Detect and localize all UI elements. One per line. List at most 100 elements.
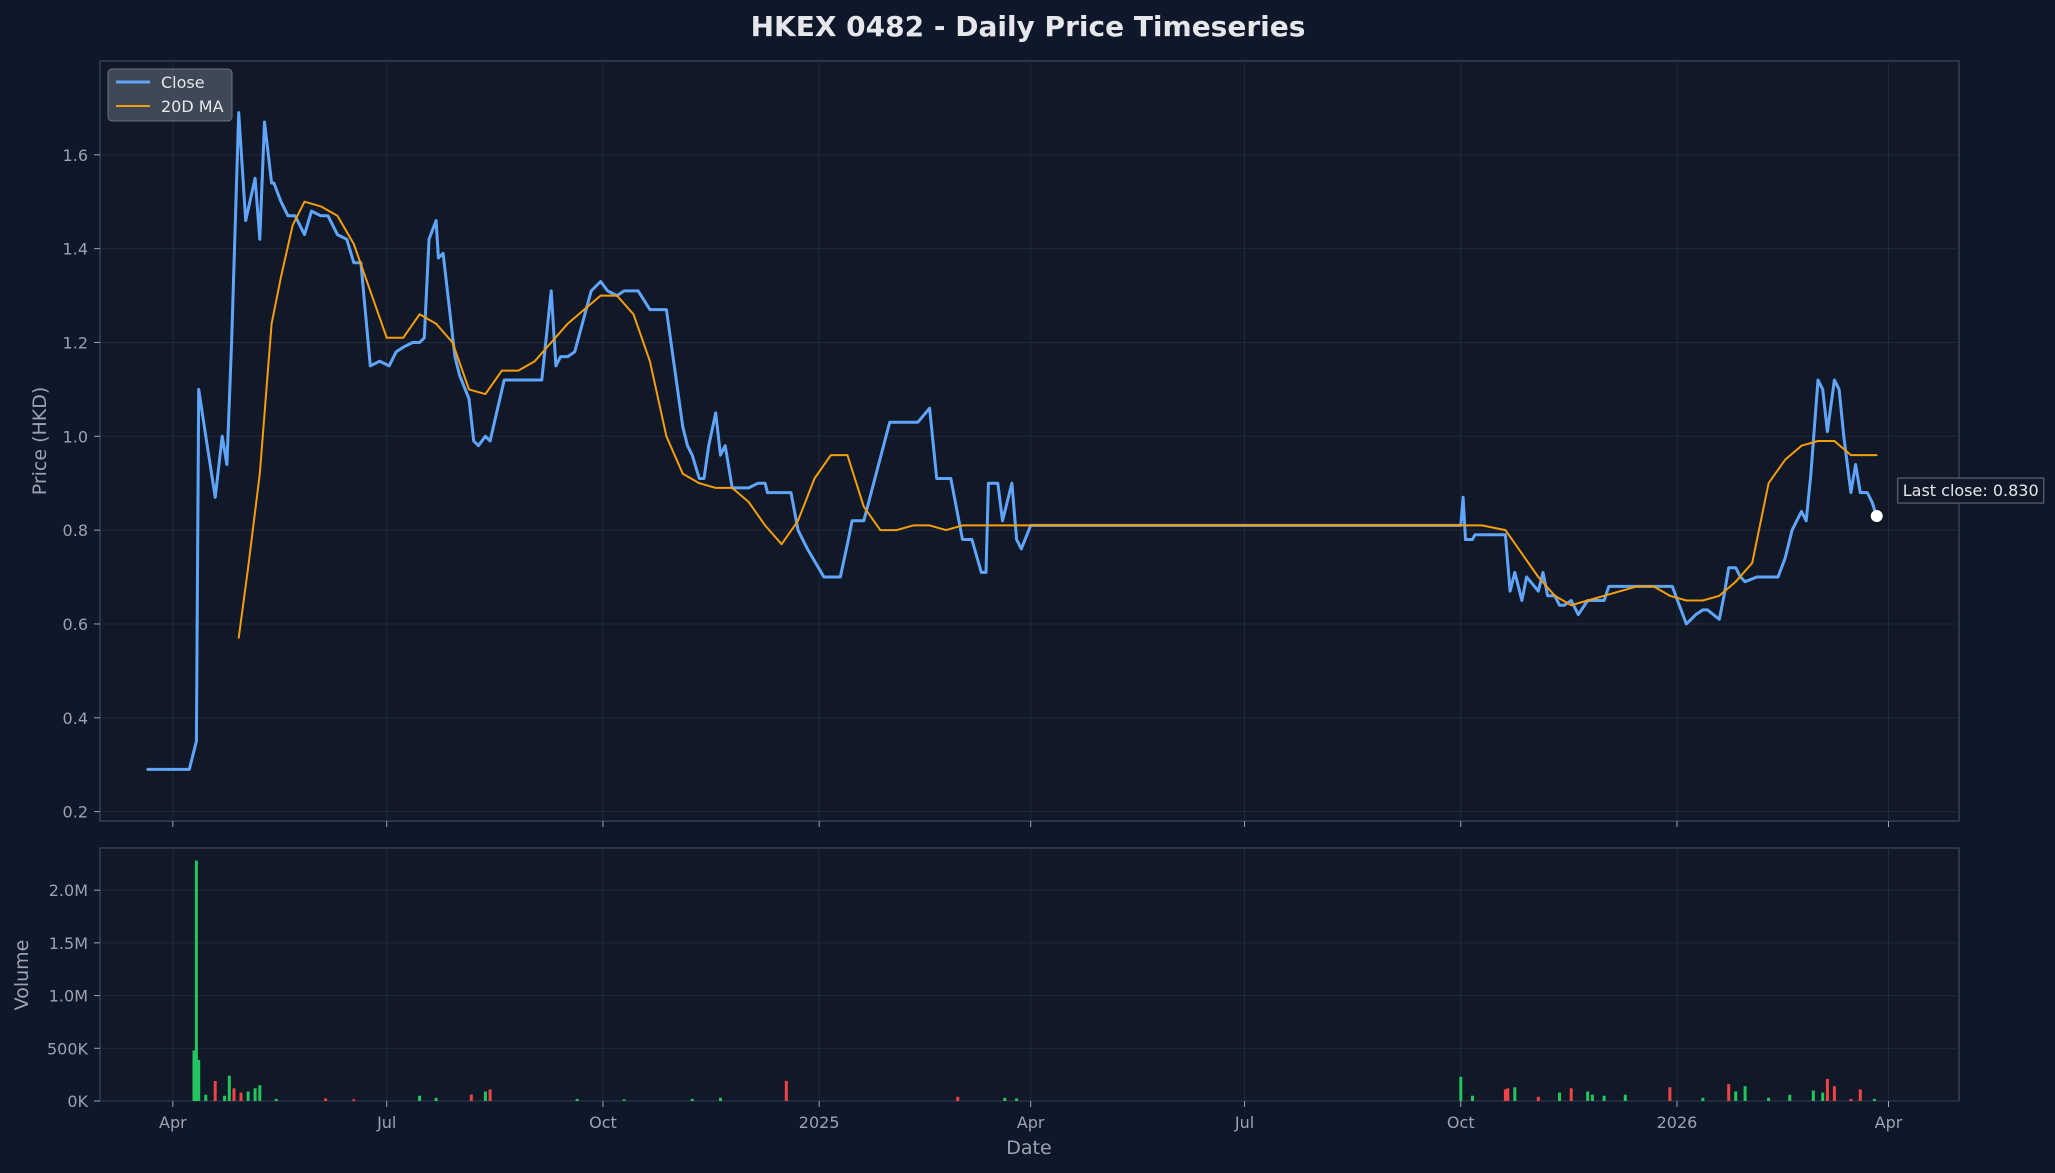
data-point-ma [1850, 454, 1852, 456]
price-y-ticks: 0.2 0.4 0.6 0.8 1.0 1.2 1.4 1.6 [63, 146, 100, 822]
data-point-close [764, 482, 766, 485]
data-point-close [1525, 576, 1528, 578]
data-point-close [656, 308, 658, 311]
data-point-close [719, 454, 722, 456]
volume-bar [1015, 1098, 1019, 1101]
data-point-close [971, 538, 973, 541]
data-point-close [1767, 576, 1770, 578]
data-point-close [1810, 472, 1812, 475]
data-point-close [1464, 538, 1467, 541]
data-point-ma [780, 543, 783, 546]
data-point-close [1474, 533, 1476, 536]
data-point-ma [1537, 576, 1540, 578]
price-y-tick-label: 1.6 [63, 146, 88, 165]
data-point-close [428, 238, 430, 241]
data-point-close [526, 379, 529, 381]
data-point-ma [1603, 594, 1605, 597]
data-point-close [851, 519, 853, 522]
series-line-ma [237, 200, 1877, 639]
volume-bar [258, 1085, 262, 1101]
price-series-group [146, 111, 1879, 771]
volume-y-tick-label: 1.5M [49, 934, 88, 953]
data-point-close [423, 336, 426, 339]
data-point-close [468, 397, 470, 400]
data-point-ma [599, 294, 602, 297]
data-point-close [839, 576, 842, 578]
data-point-close [458, 374, 461, 377]
data-point-ma [797, 519, 799, 522]
data-point-ma [945, 529, 947, 531]
data-point-close [1817, 379, 1819, 381]
volume-bar [1003, 1097, 1007, 1101]
price-y-tick-label: 0.6 [63, 615, 88, 634]
data-point-close [1800, 510, 1803, 513]
volume-bar [1734, 1091, 1738, 1101]
data-point-close [258, 238, 261, 241]
volume-bar [232, 1088, 236, 1101]
data-point-close [320, 214, 322, 217]
data-point-close [411, 341, 414, 344]
volume-bar [488, 1089, 492, 1101]
data-point-close [1513, 571, 1516, 574]
data-point-close [1859, 491, 1862, 494]
data-point-ma [291, 224, 294, 227]
volume-bar [418, 1095, 422, 1101]
data-point-ma [247, 566, 250, 569]
volume-bar [1668, 1087, 1672, 1101]
data-point-close [757, 482, 759, 485]
x-tick-label: 2025 [799, 1113, 840, 1132]
data-point-ma [484, 393, 487, 395]
data-point-close [1744, 580, 1746, 583]
data-point-close [1563, 604, 1566, 607]
data-point-close [681, 426, 684, 428]
volume-bars-group [192, 860, 1876, 1101]
data-point-close [823, 576, 825, 578]
volume-y-tick-label: 500K [47, 1039, 89, 1058]
data-point-ma [1043, 524, 1046, 527]
data-point-close [747, 487, 750, 489]
data-point-close [935, 477, 938, 480]
data-point-close [1718, 618, 1721, 621]
data-point-close [1478, 533, 1481, 536]
data-point-ma [1871, 454, 1873, 456]
data-point-ma [352, 243, 355, 245]
data-point-ma [1586, 599, 1589, 602]
data-point-ma [813, 477, 816, 480]
data-point-close [1678, 604, 1681, 607]
volume-bar [352, 1099, 356, 1101]
data-point-close [980, 571, 983, 574]
data-point-close [1694, 613, 1697, 616]
data-point-ma [1100, 524, 1103, 527]
data-point-ma [681, 472, 684, 475]
data-point-close [555, 365, 557, 367]
data-point-ma [1619, 590, 1622, 592]
data-point-close [1619, 585, 1622, 588]
data-point-close [665, 308, 668, 311]
x-tick-label: Apr [159, 1113, 187, 1132]
data-point-close [1805, 519, 1808, 522]
data-point-close [540, 379, 543, 381]
data-point-ma [566, 322, 569, 325]
data-point-close [846, 543, 849, 546]
data-point-ma [1060, 524, 1063, 527]
data-point-close [987, 482, 990, 485]
volume-bar [1506, 1088, 1510, 1101]
data-point-close [195, 740, 198, 743]
data-point-ma [698, 482, 701, 485]
data-point-close [573, 351, 576, 353]
data-point-close [1558, 604, 1561, 607]
data-point-ma [1784, 458, 1786, 461]
data-point-ma [402, 336, 405, 339]
volume-y-tick-label: 1.0M [49, 987, 88, 1006]
data-point-close [263, 121, 266, 123]
data-point-close [888, 421, 891, 424]
data-point-close [435, 219, 437, 222]
volume-bar [1832, 1086, 1836, 1101]
data-point-close [698, 477, 701, 480]
data-point-close [1854, 463, 1857, 466]
volume-bar [1590, 1094, 1594, 1101]
data-point-ma [237, 637, 240, 639]
data-point-close [559, 355, 562, 358]
volume-bar [324, 1098, 328, 1101]
data-point-close [790, 491, 792, 494]
